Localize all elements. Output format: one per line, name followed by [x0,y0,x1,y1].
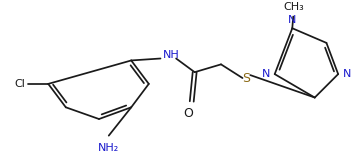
Text: N: N [343,69,352,79]
Text: CH₃: CH₃ [283,2,304,12]
Text: N: N [288,15,296,25]
Text: S: S [243,71,251,85]
Text: N: N [261,69,270,79]
Text: NH₂: NH₂ [98,143,119,153]
Text: Cl: Cl [14,79,25,89]
Text: NH: NH [163,50,179,60]
Text: O: O [183,107,193,120]
